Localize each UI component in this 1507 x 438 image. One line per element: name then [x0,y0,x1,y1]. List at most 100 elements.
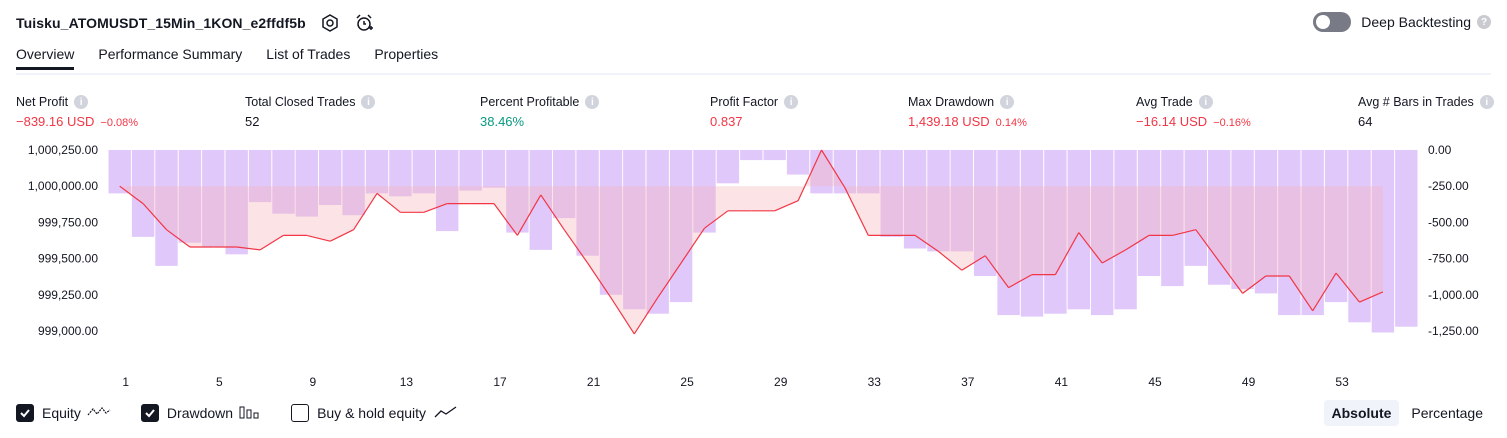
legend-drawdown[interactable]: Drawdown [140,404,261,422]
equity-line-segment [587,262,612,299]
left-axis-tick-label: 999,500.00 [38,252,98,266]
drawdown-bar [248,150,272,203]
left-axis-tick-label: 999,750.00 [38,215,98,229]
info-icon[interactable]: i [784,95,799,109]
drawdown-bar [857,150,880,194]
drawdown-bar [974,150,997,276]
x-axis-tick-label: 49 [1242,375,1256,389]
equity-line-segment [306,234,331,242]
left-axis-tick-label: 1,000,000.00 [28,179,98,193]
metric-1: Total Closed Trades i 52 [245,94,376,129]
equity-line-segment [1218,261,1244,294]
drawdown-bar [903,150,927,249]
info-icon[interactable]: i [74,95,89,109]
drawdown-bar [623,150,646,310]
equity-line-segment [1078,232,1103,264]
x-axis-tick-label: 5 [216,375,223,389]
drawdown-bar [178,150,202,243]
x-axis-tick-label: 29 [774,375,788,389]
drawdown-bar [225,150,248,255]
metric-value: 1,439.18 USD [908,114,990,129]
drawdown-bar [1395,150,1418,327]
tab-properties[interactable]: Properties [374,46,439,62]
equity-checkbox[interactable] [16,404,34,422]
drawdown-bar [1091,150,1114,316]
drawdown-bar [108,150,131,194]
x-axis-tick-label: 37 [961,375,975,389]
info-icon[interactable]: i [1198,95,1213,109]
equity-line-segment [1312,272,1337,312]
drawdown-bar [506,150,529,233]
equity-line-segment [914,234,939,252]
metric-3: Profit Factor i 0.837 [710,94,799,129]
buy-hold-checkbox[interactable] [291,404,310,422]
drawdown-bar [646,150,669,314]
alarm-clock-plus-icon[interactable] [354,13,374,33]
equity-line-segment [1335,272,1360,303]
right-axis-tick-label: -500.00 [1428,215,1469,229]
drawdown-bar [786,150,810,175]
x-axis-tick-label: 9 [309,375,316,389]
strategy-header: Tuisku_ATOMUSDT_15Min_1KON_e2ffdf5b [16,10,374,36]
x-axis-tick-label: 1 [122,375,129,389]
equity-line-segment [376,192,401,213]
metric-2: Percent Profitable i 38.46% [480,94,600,129]
drawdown-bar [1348,150,1371,323]
drawdown-bar [319,150,342,205]
x-axis-tick-label: 41 [1055,375,1069,389]
metric-5: Avg Trade i −16.14 USD −0.16% [1136,94,1251,129]
drawdown-bar [1254,150,1278,294]
drawdown-bar [997,150,1020,316]
info-icon[interactable]: i [585,95,600,109]
equity-line-segment [797,149,823,201]
equity-line-segment [236,246,261,251]
right-axis-tick-label: -1,000.00 [1428,288,1479,302]
metric-label: Max Drawdown [908,95,995,109]
drawdown-bar [669,150,693,303]
metric-percent: −0.16% [1213,117,1251,129]
x-axis-tick-label: 21 [587,375,601,389]
equity-line-segment [1288,275,1314,312]
metric-4: Max Drawdown i 1,439.18 USD 0.14% [908,94,1027,129]
legend-buy-hold[interactable]: Buy & hold equity [291,404,458,422]
equity-line-segment [680,227,705,264]
buy-hold-legend-label: Buy & hold equity [317,405,427,421]
chart-mode-switch: Absolute Percentage [1320,400,1492,426]
absolute-button[interactable]: Absolute [1323,400,1400,426]
drawdown-bar [599,150,623,295]
toggle-knob [1316,15,1331,29]
deep-backtesting-toggle[interactable] [1313,12,1352,32]
equity-line-segment [1359,291,1384,303]
equity-area [119,150,1383,334]
info-icon[interactable]: i [1000,95,1015,109]
equity-line-segment [540,194,565,231]
x-axis-tick-label: 13 [400,375,414,389]
equity-line-segment [1242,275,1267,294]
drawdown-bar [1161,150,1184,287]
percentage-button[interactable]: Percentage [1411,405,1483,421]
equity-line-segment [493,203,518,236]
help-icon[interactable]: ? [1477,15,1491,29]
drawdown-bar [716,150,740,184]
info-icon[interactable]: i [1479,95,1494,109]
right-axis-tick-label: -1,250.00 [1428,324,1479,338]
equity-line-segment [984,255,1010,288]
drawdown-bar [833,150,857,194]
metric-value: 52 [245,114,260,129]
gear-icon[interactable] [320,13,340,33]
equity-line-segment [774,200,799,212]
drawdown-bar [272,150,295,214]
equity-line-segment [961,255,986,271]
equity-line-segment [657,262,682,299]
tab-overview[interactable]: Overview [16,46,75,70]
equity-line-segment [329,229,354,242]
drawdown-checkbox[interactable] [140,404,159,422]
deep-backtesting-label: Deep Backtesting [1361,14,1471,30]
legend-equity[interactable]: Equity [16,404,111,422]
tab-list-of-trades[interactable]: List of Trades [266,46,351,62]
info-icon[interactable]: i [361,95,376,109]
tab-performance-summary[interactable]: Performance Summary [98,46,243,62]
drawdown-bar [880,150,903,237]
drawdown-bar [1278,150,1301,316]
drawdown-bar [1114,150,1137,310]
